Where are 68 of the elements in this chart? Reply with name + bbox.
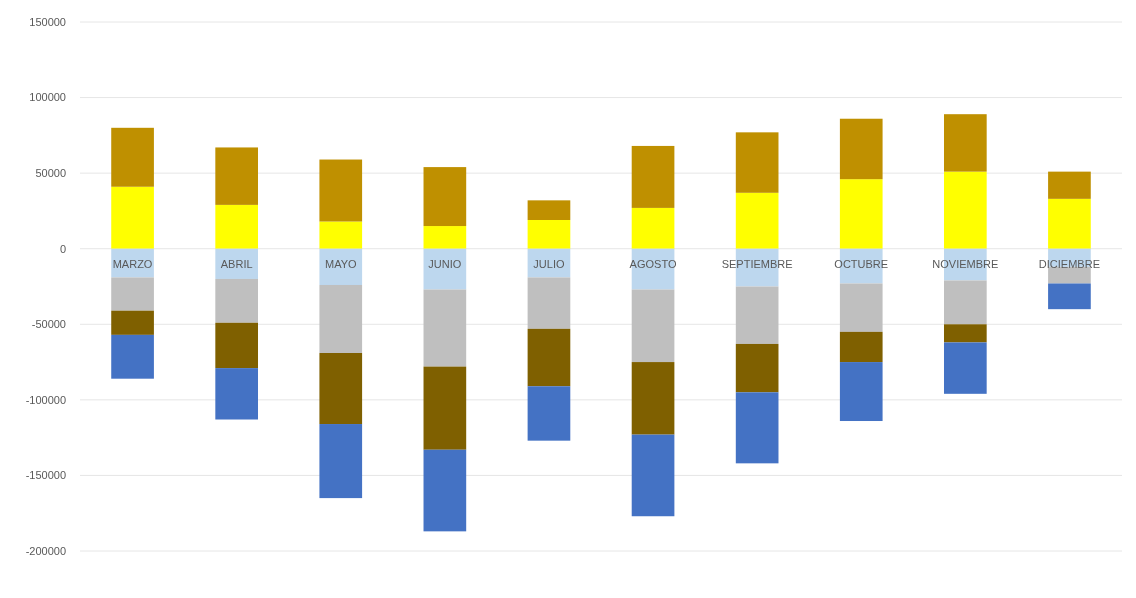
bar [839, 331, 883, 363]
bar [111, 186, 154, 249]
bar [944, 342, 987, 394]
bar [527, 200, 571, 220]
y-tick-label: 50000 [35, 166, 66, 179]
bar [423, 226, 467, 249]
bar [944, 114, 987, 172]
bar [215, 368, 258, 420]
bar [111, 127, 154, 187]
bar [735, 392, 779, 464]
bar [215, 204, 258, 249]
bar [215, 147, 258, 205]
y-tick-label: -100000 [25, 393, 66, 406]
x-tick-label: MARZO [112, 257, 153, 270]
bar [1048, 266, 1091, 284]
x-tick-label: ABRIL [220, 257, 253, 270]
bar [944, 324, 987, 343]
y-tick-label: 150000 [29, 15, 66, 28]
bar [631, 207, 675, 249]
x-tick-label: JUNIO [428, 257, 462, 270]
bar [111, 334, 154, 379]
x-tick-label: SEPTIEMBRE [721, 257, 793, 270]
bar [423, 366, 467, 450]
bar [839, 283, 883, 332]
x-tick-label: DICIEMBRE [1038, 257, 1100, 270]
bar [111, 277, 154, 311]
bar [319, 353, 363, 425]
bar [215, 278, 258, 323]
bar [631, 289, 675, 363]
x-tick-label: JULIO [533, 257, 565, 270]
x-tick-label: AGOSTO [629, 257, 677, 270]
bar [631, 362, 675, 435]
bar [839, 362, 883, 422]
y-tick-label: -50000 [31, 318, 66, 331]
bar [944, 171, 987, 249]
bar [423, 449, 467, 532]
x-tick-label: OCTUBRE [834, 257, 889, 270]
bar [319, 284, 363, 353]
x-tick-label: MAYO [324, 257, 357, 270]
bar [423, 167, 467, 227]
bar [319, 221, 363, 249]
bar [423, 248, 467, 290]
bar [319, 159, 363, 222]
y-tick-label: 0 [59, 242, 66, 255]
bar [944, 280, 987, 325]
bar [527, 277, 571, 329]
bar [735, 192, 779, 249]
bar [735, 343, 779, 393]
bar [319, 424, 363, 499]
bar [631, 434, 675, 517]
y-tick-label: -150000 [25, 469, 66, 482]
bar [839, 118, 883, 180]
bar [735, 286, 779, 344]
y-tick-label: 100000 [29, 91, 66, 104]
x-tick-label: NOVIEMBRE [932, 257, 999, 270]
bar [527, 386, 571, 441]
bar [735, 132, 779, 193]
bar [839, 179, 883, 249]
y-tick-label: -200000 [25, 544, 66, 557]
bar [1048, 283, 1091, 310]
bar [1048, 171, 1091, 199]
bar [527, 328, 571, 387]
bar [423, 289, 467, 367]
bar [111, 310, 154, 335]
bar [527, 220, 571, 249]
bar [631, 145, 675, 208]
bar [215, 322, 258, 369]
bar [1048, 198, 1091, 249]
